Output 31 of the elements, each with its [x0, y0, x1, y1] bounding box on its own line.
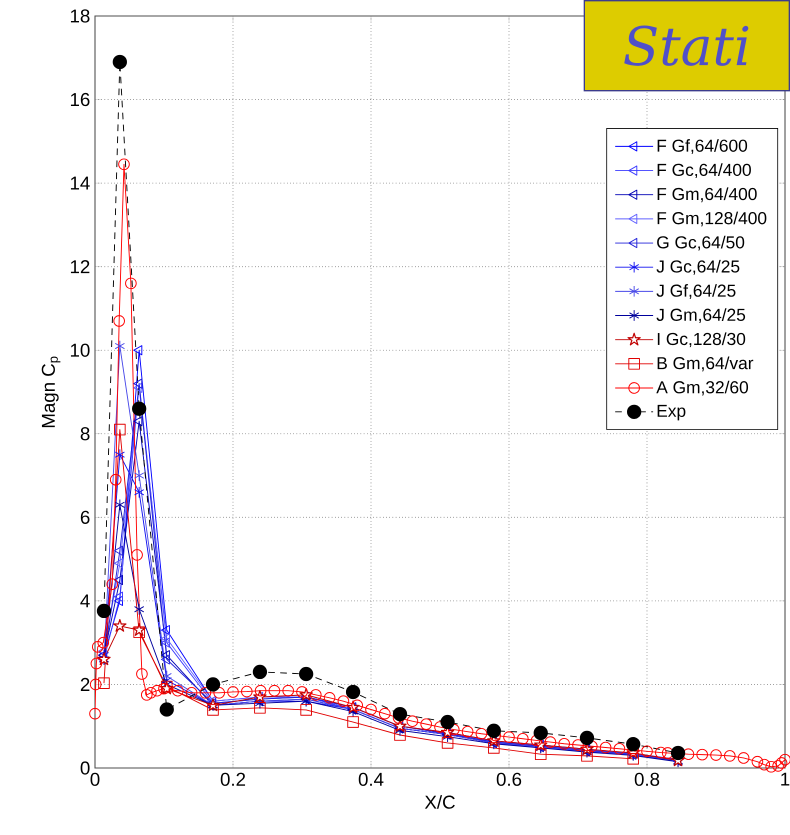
legend-label: B Gm,64/var — [658, 356, 754, 372]
x-tick-label: 1 — [781, 772, 790, 786]
legend-label: I Gc,128/30 — [658, 332, 746, 348]
legend-label: Exp — [658, 404, 686, 420]
y-tick-label: 12 — [70, 260, 90, 274]
legend-label: F Gf,64/600 — [658, 139, 748, 154]
y-tick-label: 6 — [80, 510, 90, 524]
y-tick-label: 10 — [70, 344, 90, 357]
x-tick-label: 0.8 — [634, 772, 660, 786]
x-tick-label: 0 — [90, 772, 100, 786]
y-tick-label: 4 — [80, 594, 90, 608]
x-tick-label: 0.6 — [496, 772, 522, 786]
legend-label: F Gm,128/400 — [658, 212, 766, 226]
y-tick-label: 8 — [80, 427, 90, 440]
y-axis-title: Magn C$_{p}$ — [42, 356, 60, 428]
y-tick-label: 16 — [70, 92, 90, 106]
x-axis-title: X/C — [424, 795, 455, 809]
x-tick-label: 0.4 — [358, 772, 384, 786]
y-tick-label: 14 — [70, 176, 90, 190]
annotation: Stati — [624, 25, 748, 66]
legend-label: J Gf,64/25 — [656, 284, 736, 299]
legend-label: J Gc,64/25 — [656, 260, 740, 275]
legend-label: F Gc,64/400 — [658, 163, 751, 178]
x-tick-label: 0.2 — [220, 772, 246, 786]
y-tick-label: 0 — [80, 761, 90, 775]
legend-label: G Gc,64/50 — [657, 236, 744, 251]
legend-label: A Gm,32/60 — [656, 380, 748, 396]
y-tick-label: 18 — [70, 9, 90, 23]
legend-label: J Gm,64/25 — [656, 308, 746, 324]
legend-label: F Gm,64/400 — [658, 187, 757, 202]
y-tick-label: 2 — [80, 678, 90, 691]
